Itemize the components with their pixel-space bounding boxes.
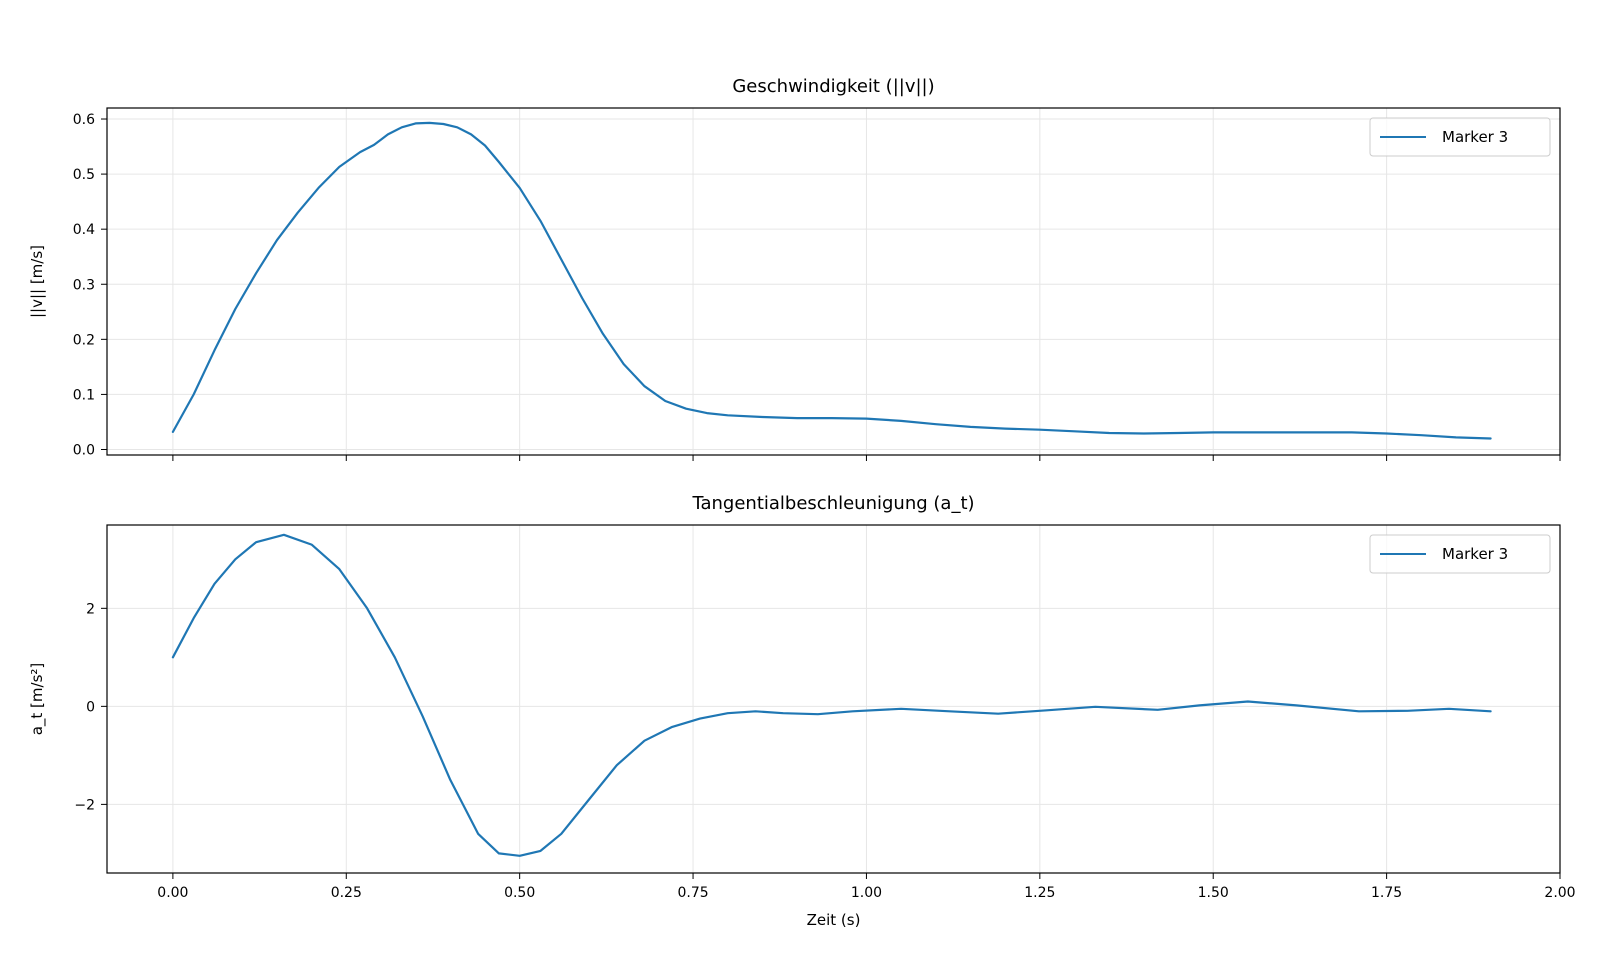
velocity-title: Geschwindigkeit (||v||): [732, 76, 934, 97]
acceleration-x-tick-label: 0.75: [677, 885, 708, 901]
velocity-x-ticks: [172, 455, 1561, 461]
velocity-lines: [171, 121, 1492, 440]
acceleration-y-axis-label: a_t [m/s²]: [28, 663, 47, 736]
acceleration-legend-label: Marker 3: [1442, 545, 1508, 563]
acceleration-x-tick-label: 1.25: [1024, 885, 1055, 901]
acceleration-panel: 0.00 0.25 0.50 0.75 1.00 1.25 1.50 1.75 2.00 −2 0…: [28, 493, 1576, 929]
acceleration-x-tick-label: 2.00: [1544, 885, 1575, 901]
velocity-y-tick-label: 0.6: [73, 112, 95, 128]
acceleration-y-tick-label: −2: [74, 797, 95, 813]
acceleration-axes-frame: [106, 524, 1561, 874]
acceleration-x-tick-label: 0.25: [331, 885, 362, 901]
acceleration-y-tick-label: 2: [86, 601, 95, 617]
acceleration-y-tick-label: 0: [86, 699, 95, 715]
velocity-y-tick-label: 0.3: [73, 277, 95, 293]
acceleration-lines: [171, 533, 1492, 857]
velocity-y-axis-label: ||v|| [m/s]: [28, 245, 46, 318]
acceleration-y-ticks: −2 0 2: [74, 601, 107, 813]
velocity-legend-label: Marker 3: [1442, 128, 1508, 146]
velocity-axes-frame: [106, 107, 1561, 456]
velocity-panel: 0.0 0.1 0.2 0.3 0.4 0.5 0.6 Geschwindigkeit (|…: [28, 76, 1561, 461]
time-x-axis-label: Zeit (s): [807, 911, 861, 929]
acceleration-x-ticks: 0.00 0.25 0.50 0.75 1.00 1.25 1.50 1.75 2.00: [157, 873, 1576, 901]
velocity-series-line: [171, 121, 1492, 440]
acceleration-legend-box: [1369, 534, 1551, 574]
acceleration-series-line: [171, 533, 1492, 857]
velocity-y-tick-label: 0.4: [73, 222, 95, 238]
velocity-y-tick-label: 0.5: [73, 167, 95, 183]
acceleration-title: Tangentialbeschleunigung (a_t): [691, 493, 974, 514]
acceleration-grid: [107, 525, 1561, 873]
acceleration-legend: Marker 3: [1369, 534, 1551, 574]
velocity-legend: Marker 3: [1369, 117, 1551, 157]
velocity-y-ticks: 0.0 0.1 0.2 0.3 0.4 0.5 0.6: [73, 112, 107, 458]
velocity-y-tick-label: 0.0: [73, 442, 95, 458]
acceleration-x-tick-label: 1.75: [1371, 885, 1402, 901]
velocity-grid: [107, 108, 1561, 455]
velocity-y-tick-label: 0.2: [73, 332, 95, 348]
acceleration-x-tick-label: 0.50: [504, 885, 535, 901]
acceleration-x-tick-label: 1.00: [851, 885, 882, 901]
acceleration-x-tick-label: 1.50: [1198, 885, 1229, 901]
velocity-legend-box: [1369, 117, 1551, 157]
acceleration-x-tick-label: 0.00: [157, 885, 188, 901]
velocity-y-tick-label: 0.1: [73, 387, 95, 403]
